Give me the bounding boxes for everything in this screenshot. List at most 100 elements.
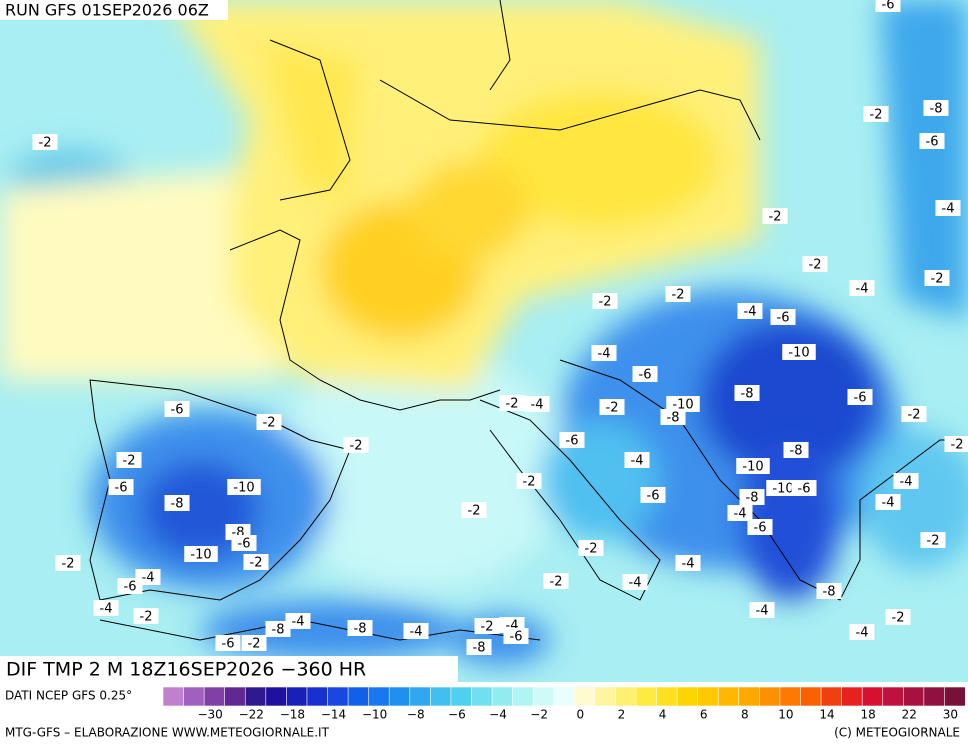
contour-label: -2 [523,475,536,490]
label-box [559,432,585,448]
contour-label: -2 [263,416,276,431]
contour-label: -4 [882,496,895,511]
label-box [116,452,142,468]
contour-label: -6 [798,482,811,497]
label-box [466,639,492,655]
contour-label: -2 [870,108,883,123]
contour-label: -6 [777,311,790,326]
color-swatch [697,686,719,707]
contour-label: -6 [754,521,767,536]
label-box [227,479,261,495]
label-box [133,608,159,624]
label-box [749,602,775,618]
label-box [791,480,817,496]
contour-label: -2 [599,295,612,310]
contour-label: -2 [672,288,685,303]
label-box [924,270,950,286]
contour-label: -4 [900,475,913,490]
label-box [108,479,134,495]
label-box [184,546,218,562]
color-swatch [903,686,925,707]
color-swatch [553,686,575,707]
color-swatch [265,686,287,707]
contour-label: -6 [510,630,523,645]
field-title: DIF TMP 2 M 18Z16SEP2026 −360 HR [6,659,366,681]
contour-label: -10 [772,482,793,497]
label-box [285,613,311,629]
color-swatch [759,686,781,707]
label-box [935,200,961,216]
colorbar-tick-label: −18 [280,708,305,722]
color-swatch [841,686,863,707]
contour-label: -4 [629,576,642,591]
label-box [524,396,550,412]
contour-label: -2 [951,438,964,453]
contour-label: -4 [598,347,611,362]
contour-label: -4 [744,305,757,320]
contour-label: -10 [190,548,211,563]
colorbar-tick-label: 18 [861,708,876,722]
label-box [802,256,828,272]
contour-label: -2 [550,575,563,590]
color-swatch [573,686,596,707]
label-box [901,406,927,422]
contour-label: -4 [100,602,113,617]
color-swatch [306,686,329,707]
contour-label: -4 [531,398,544,413]
contour-label: -10 [742,460,763,475]
copyright: (C) METEOGIORNALE [834,726,960,740]
label-box [499,395,525,411]
contour-label: -4 [856,282,869,297]
color-swatch [738,686,760,707]
contour-label: -4 [410,625,423,640]
colorbar-tick-label: 30 [943,708,958,722]
contour-label: -8 [790,444,803,459]
label-box [766,480,800,496]
contour-label: -6 [222,637,235,652]
contour-label: -2 [481,620,494,635]
contour-label: -2 [892,611,905,626]
color-swatch [820,686,843,707]
label-box [660,409,686,425]
color-swatch [882,686,904,707]
label-box [632,366,658,382]
label-box [849,280,875,296]
colorbar-tick-label: 22 [902,708,917,722]
colorbar-tick-label: −10 [362,708,387,722]
color-swatch [944,686,966,707]
label-box [243,554,269,570]
label-box [215,635,241,651]
label-box [55,555,81,571]
label-box [885,609,911,625]
color-swatch [224,686,246,707]
colorbar-tick-label: 14 [819,708,834,722]
contour-label: -2 [468,504,481,519]
coastlines [89,0,968,641]
colorbar-tick-label: −30 [197,708,222,722]
colorbar: −30 −22 −18 −14 −10 −8 −6 −4 −2 0 2 4 6 8 10 14 18 22 30 [162,686,966,722]
label-box [747,519,773,535]
contour-label: -4 [734,507,747,522]
label-box [403,623,429,639]
contour-label: -6 [238,537,251,552]
label-box [93,600,119,616]
label-box [739,489,765,505]
contour-label: -6 [566,434,579,449]
color-swatch [450,686,473,707]
color-swatch [923,686,946,707]
label-box [624,452,650,468]
label-box [944,436,968,452]
label-box [770,309,796,325]
label-box [231,535,257,551]
color-swatch [635,686,658,707]
label-box [783,442,809,458]
label-box [665,286,691,302]
colorbar-tick-label: −14 [321,708,346,722]
contour-label: -10 [233,481,254,496]
label-box [241,635,267,651]
contour-label: -8 [272,623,285,638]
color-swatch [430,686,452,707]
contour-label: -6 [171,403,184,418]
label-box [543,573,569,589]
